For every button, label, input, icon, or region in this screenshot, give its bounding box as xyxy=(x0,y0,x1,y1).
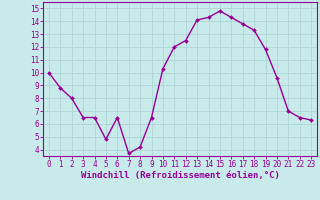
X-axis label: Windchill (Refroidissement éolien,°C): Windchill (Refroidissement éolien,°C) xyxy=(81,171,279,180)
